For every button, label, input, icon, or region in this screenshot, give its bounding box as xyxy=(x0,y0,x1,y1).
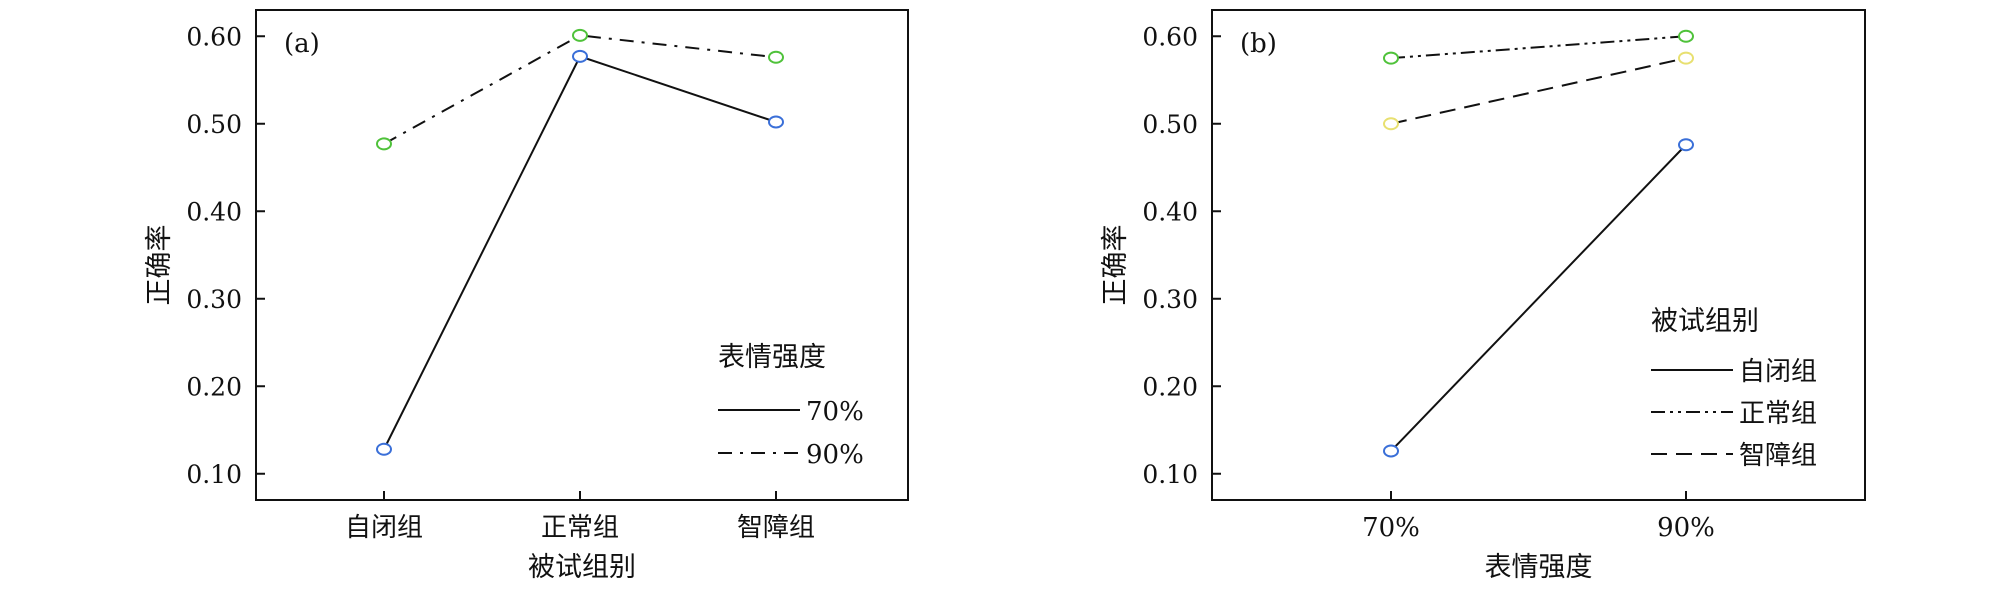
y-tick-label: 0.20 xyxy=(186,372,242,401)
x-tick-label: 正常组 xyxy=(541,513,619,543)
legend-title: 表情强度 xyxy=(718,342,826,373)
y-tick-label: 0.60 xyxy=(1142,22,1198,51)
legend-label: 自闭组 xyxy=(1739,357,1817,387)
y-tick-label: 0.40 xyxy=(186,197,242,226)
x-axis-title: 表情强度 xyxy=(1485,552,1593,583)
data-point xyxy=(572,49,588,63)
panel-label: (a) xyxy=(284,29,320,59)
data-point xyxy=(376,442,392,456)
legend-title: 被试组别 xyxy=(1651,306,1759,337)
data-point xyxy=(572,28,588,42)
data-point xyxy=(1678,51,1694,65)
panel-label: (b) xyxy=(1240,29,1277,59)
y-tick-label: 0.30 xyxy=(186,285,242,314)
x-tick-label: 智障组 xyxy=(737,513,815,543)
data-point xyxy=(768,115,784,129)
data-point xyxy=(1383,51,1399,65)
series-line xyxy=(383,34,777,145)
x-axis-title: 被试组别 xyxy=(528,552,636,583)
data-point xyxy=(1678,138,1694,152)
y-tick-label: 0.10 xyxy=(1142,460,1198,489)
y-tick-label: 0.60 xyxy=(186,22,242,51)
y-tick-label: 0.30 xyxy=(1142,285,1198,314)
x-tick-label: 90% xyxy=(1657,513,1715,543)
legend-label: 90% xyxy=(806,440,864,470)
y-axis-title: 正确率 xyxy=(144,225,175,306)
data-point xyxy=(376,137,392,151)
y-tick-label: 0.20 xyxy=(1142,372,1198,401)
data-point xyxy=(1678,29,1694,43)
legend-label: 70% xyxy=(806,397,864,427)
x-tick-label: 70% xyxy=(1362,513,1420,543)
data-point xyxy=(768,50,784,64)
series-line xyxy=(383,55,777,450)
y-tick-label: 0.10 xyxy=(186,460,242,489)
plot-frame xyxy=(1211,9,1866,501)
y-tick-label: 0.50 xyxy=(1142,110,1198,139)
series-line xyxy=(1390,144,1687,452)
data-point xyxy=(1383,444,1399,458)
series-line xyxy=(1390,35,1687,60)
y-tick-label: 0.40 xyxy=(1142,197,1198,226)
series-line xyxy=(1390,57,1687,125)
x-tick-label: 自闭组 xyxy=(345,513,423,543)
y-tick-label: 0.50 xyxy=(186,110,242,139)
plot-frame xyxy=(255,9,909,501)
legend-label: 正常组 xyxy=(1739,399,1817,429)
data-point xyxy=(1383,117,1399,131)
y-axis-title: 正确率 xyxy=(1100,225,1131,306)
legend-label: 智障组 xyxy=(1739,441,1817,471)
